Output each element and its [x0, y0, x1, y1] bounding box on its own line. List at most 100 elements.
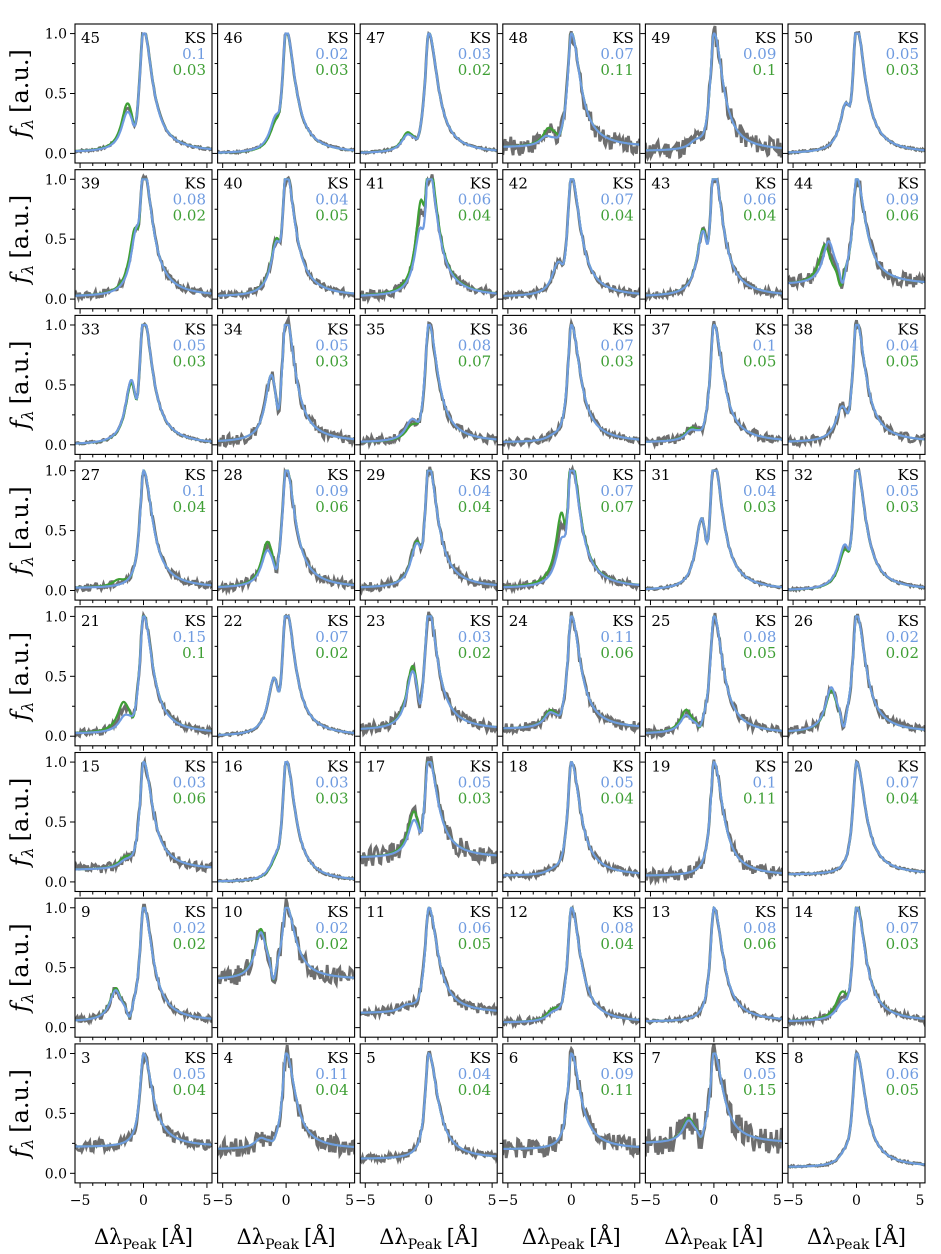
y-tick-label: 0.5: [45, 378, 67, 394]
panel-id-label: 17: [366, 758, 385, 776]
plot-area: [360, 611, 498, 738]
ks-header: KS: [327, 29, 348, 47]
panel-8: −5 0 5 8 KS0.060.05: [783, 1043, 926, 1209]
ks-header: KS: [470, 320, 491, 338]
panel-28: 28 KS0.090.06: [212, 460, 356, 606]
blue-model-line: [788, 178, 925, 285]
ks-header: KS: [185, 1049, 206, 1067]
y-tick-label: 1.0: [45, 172, 67, 188]
y-tick-label: 1.0: [45, 609, 67, 625]
panel-10: 10 KS0.020.02: [212, 897, 356, 1043]
panel-49: 49 KS0.090.1: [640, 23, 783, 168]
y-tick-label: 0.0: [45, 438, 67, 454]
ks-green-value: 0.04: [600, 790, 633, 808]
plot-area: [75, 31, 212, 154]
ks-blue-value: 0.09: [886, 191, 919, 209]
ks-green-value: 0.04: [600, 935, 633, 953]
blue-model-line: [645, 469, 783, 591]
ks-green-value: 0.03: [315, 790, 348, 808]
x-tick-label: 0: [139, 1193, 148, 1209]
plot-area: [217, 467, 355, 596]
panel-id-label: 33: [81, 320, 100, 338]
plot-area: [360, 755, 498, 867]
ks-blue-value: 0.08: [743, 628, 776, 646]
plot-area: [788, 759, 925, 878]
ks-blue-value: 0.05: [173, 1065, 206, 1083]
panel-14: 14 KS0.070.03: [783, 897, 926, 1043]
ks-green-value: 0.07: [600, 498, 633, 516]
plot-area: [217, 32, 355, 156]
panel-41: 41 KS0.060.04: [355, 169, 498, 314]
plot-area: [645, 759, 783, 886]
blue-model-line: [75, 323, 212, 445]
plot-area: [75, 468, 212, 594]
panel-id-label: 4: [224, 1049, 234, 1067]
x-tick-label: −5: [212, 1193, 233, 1209]
ks-blue-value: 0.05: [173, 336, 206, 354]
panel-36: 36 KS0.070.03: [497, 314, 641, 460]
ks-blue-value: 0.07: [600, 191, 633, 209]
panel-id-label: 22: [224, 612, 243, 630]
ks-green-value: 0.02: [173, 935, 206, 953]
ks-blue-value: 0.08: [458, 336, 491, 354]
panel-id-label: 39: [81, 175, 100, 193]
ks-header: KS: [898, 466, 919, 484]
y-axis-label: fλ[a.u.]: [6, 778, 37, 869]
blue-model-line: [217, 761, 355, 883]
x-axis-label: ΔλPeak [Å]: [237, 1224, 336, 1253]
blue-model-line: [360, 469, 498, 589]
ks-green-value: 0.06: [600, 644, 633, 662]
plot-area: [788, 467, 925, 594]
ks-blue-value: 0.07: [315, 628, 348, 646]
plot-area: [788, 319, 925, 449]
ks-green-value: 0.03: [886, 498, 919, 516]
ks-blue-value: 0.07: [600, 482, 633, 500]
ks-green-value: 0.1: [182, 644, 206, 662]
panel-id-label: 16: [224, 758, 243, 776]
ks-header: KS: [470, 29, 491, 47]
blue-model-line: [645, 906, 783, 1023]
ks-blue-value: 0.04: [743, 482, 776, 500]
ks-green-value: 0.11: [600, 1081, 633, 1099]
panel-id-label: 34: [224, 320, 243, 338]
ks-green-value: 0.11: [600, 61, 633, 79]
ks-blue-value: 0.05: [886, 45, 919, 63]
panel-37: 37 KS0.10.05: [640, 314, 783, 460]
blue-model-line: [217, 32, 355, 154]
blue-model-line: [217, 323, 355, 442]
plot-area: [645, 1043, 783, 1157]
panel-id-label: 7: [651, 1049, 661, 1067]
y-tick-label: 0.0: [45, 1166, 67, 1182]
ks-blue-value: 0.03: [315, 774, 348, 792]
blue-model-line: [502, 323, 640, 443]
panel-id-label: 24: [509, 612, 528, 630]
ks-header: KS: [755, 320, 776, 338]
x-tick-label: 5: [488, 1193, 497, 1209]
ks-header: KS: [612, 175, 633, 193]
ks-blue-value: 0.11: [600, 628, 633, 646]
ks-green-value: 0.05: [743, 352, 776, 370]
ks-green-value: 0.04: [458, 207, 491, 225]
ks-header: KS: [327, 175, 348, 193]
ks-blue-value: 0.08: [743, 919, 776, 937]
panel-id-label: 32: [794, 466, 813, 484]
plot-area: [360, 1050, 498, 1166]
ks-blue-value: 0.06: [458, 191, 491, 209]
ks-green-value: 0.1: [753, 61, 777, 79]
panel-id-label: 21: [81, 612, 100, 630]
ks-header: KS: [470, 612, 491, 630]
ks-green-value: 0.06: [886, 207, 919, 225]
blue-model-line: [788, 32, 925, 154]
y-tick-label: 1.0: [45, 27, 67, 43]
ks-green-value: 0.04: [458, 498, 491, 516]
ks-blue-value: 0.1: [182, 45, 206, 63]
x-tick-label: −5: [498, 1193, 519, 1209]
blue-model-line: [788, 469, 925, 591]
plot-area: [788, 178, 925, 292]
ks-blue-value: 0.09: [315, 482, 348, 500]
panel-id-label: 19: [651, 758, 670, 776]
panel-11: 11 KS0.060.05: [355, 897, 498, 1043]
observed-spectrum-line: [360, 611, 498, 738]
observed-spectrum-line: [645, 759, 783, 886]
blue-model-line: [645, 760, 783, 877]
